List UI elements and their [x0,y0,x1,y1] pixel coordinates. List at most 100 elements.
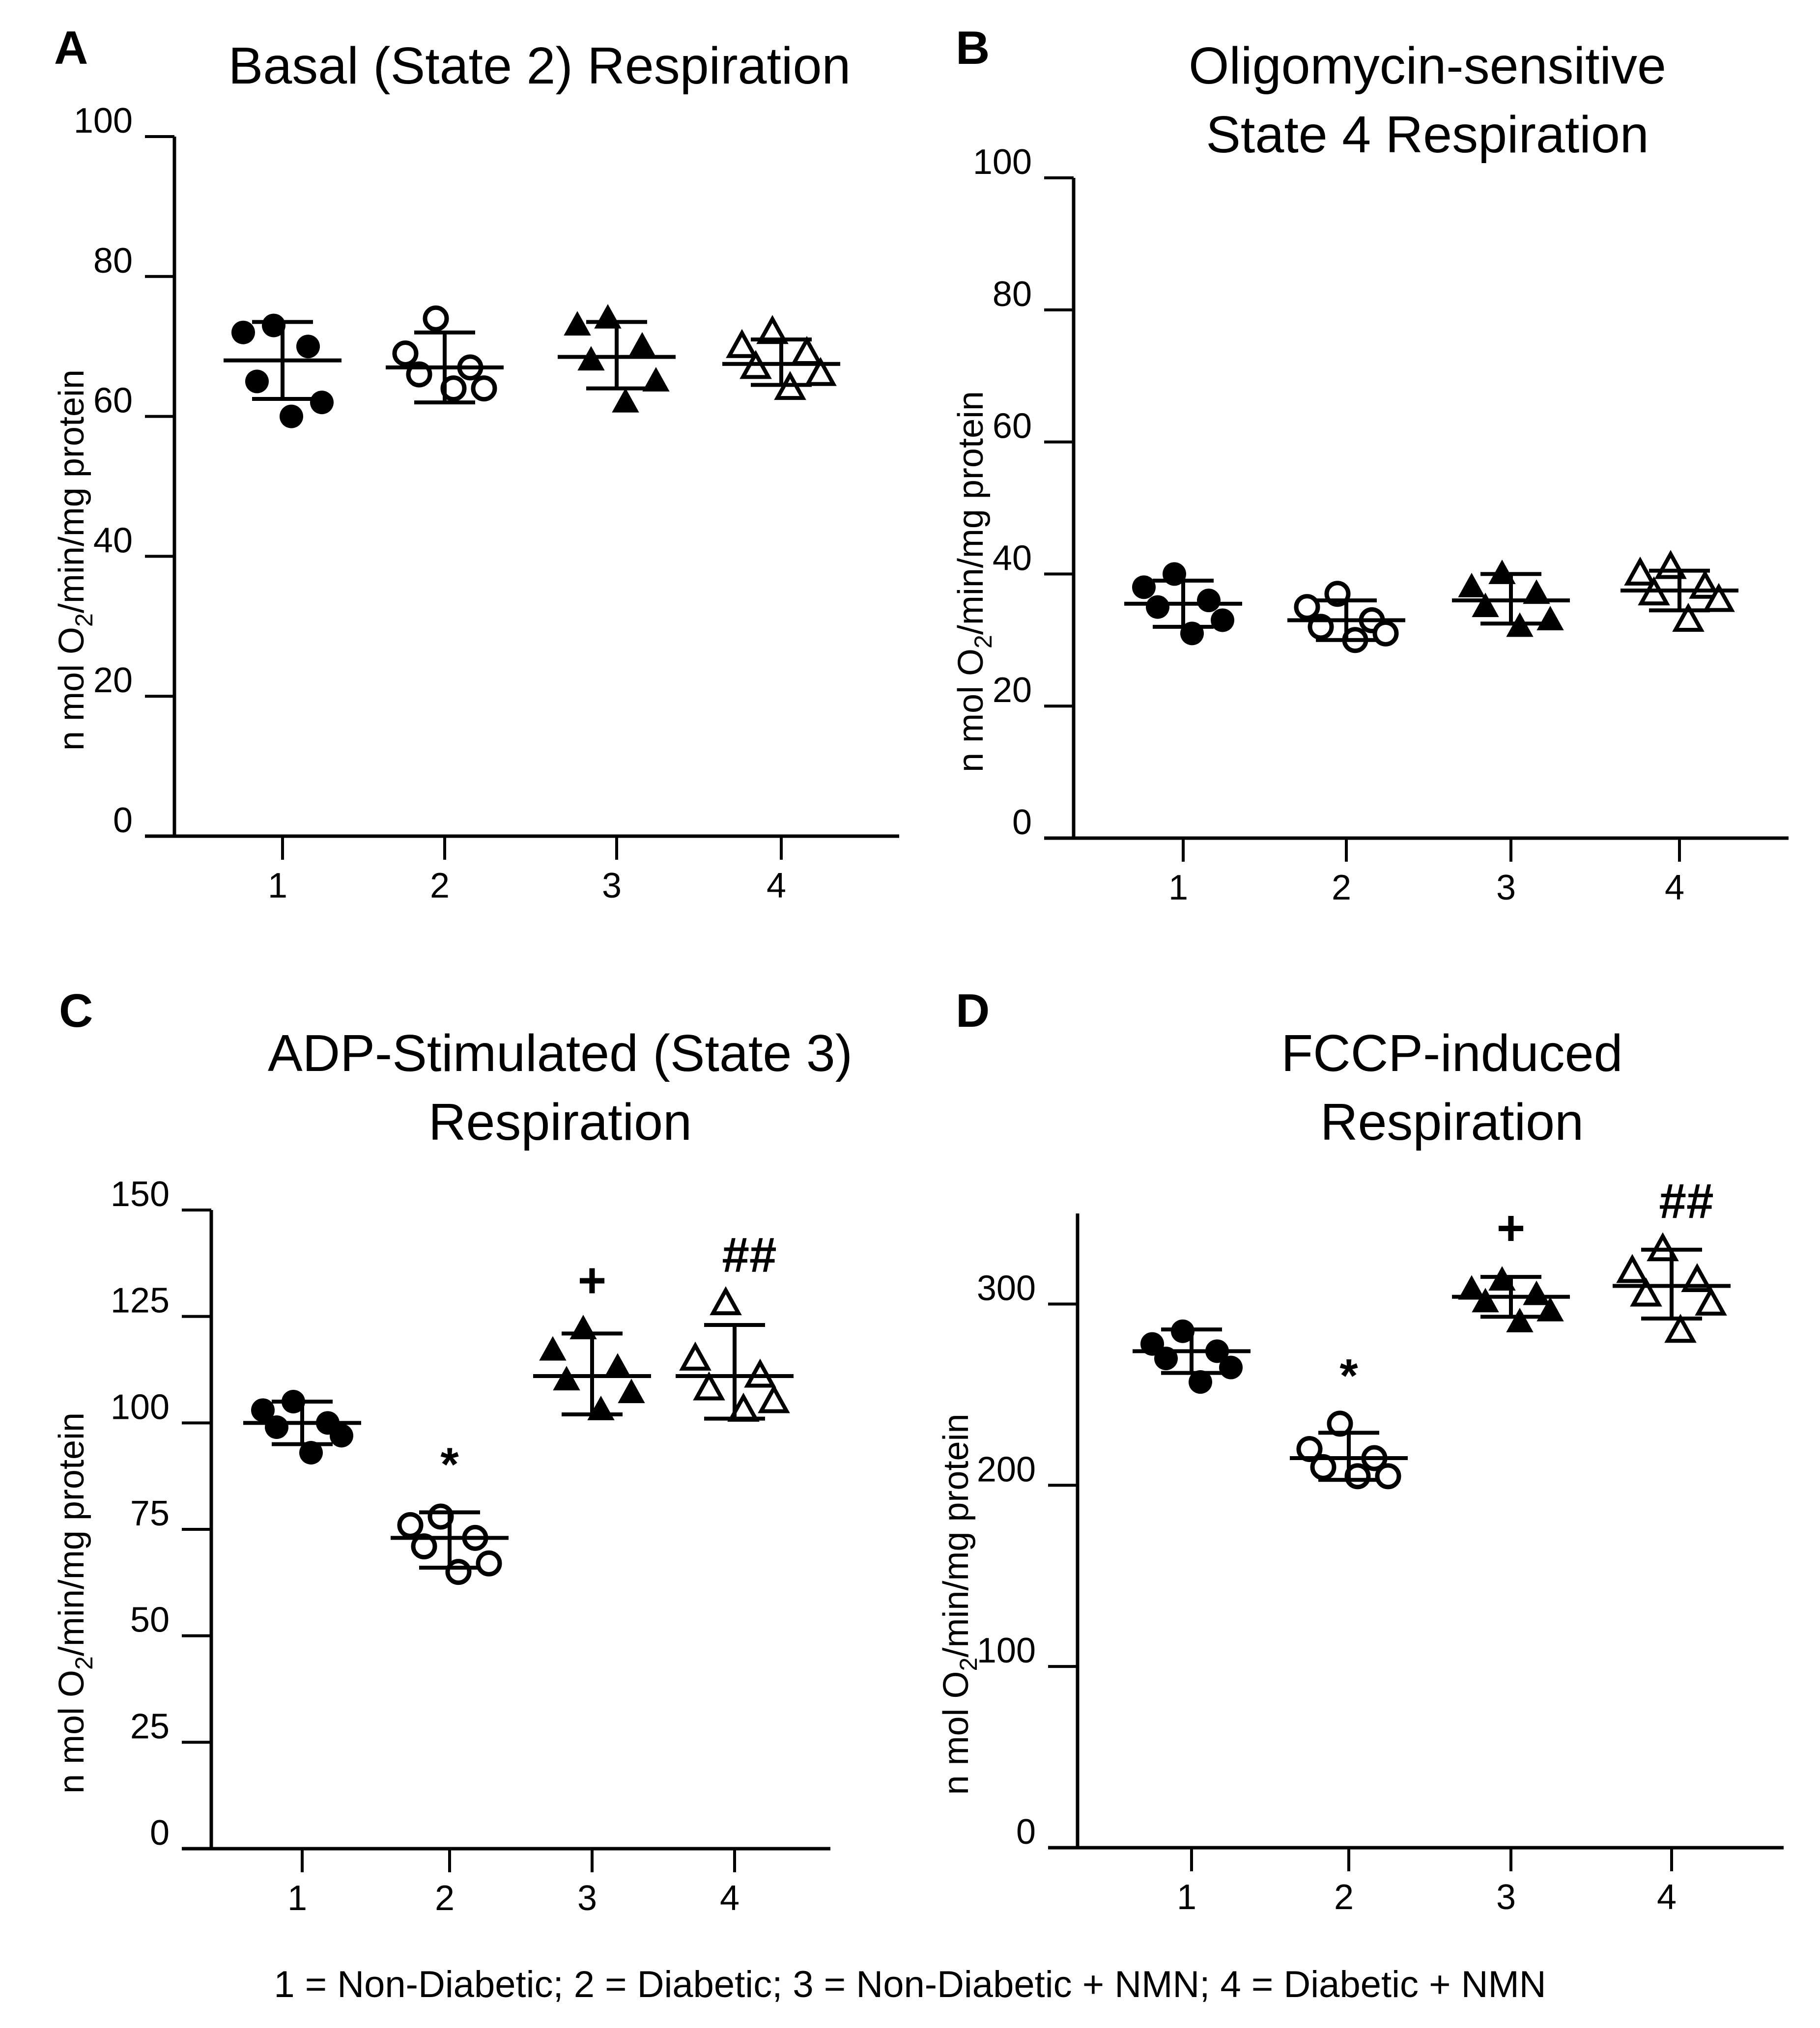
significance-annotation: + [578,1253,606,1308]
data-point [1472,1288,1499,1313]
data-point [330,1424,353,1448]
panel-label: A [54,22,88,74]
panel-c: C ADP-Stimulated (State 3) Respiration 0 25 5… [52,985,853,1918]
data-group-3: + [533,1253,651,1420]
chart-title: FCCP-induced [1281,1024,1622,1082]
data-point [1211,608,1234,632]
data-point [1219,1355,1243,1380]
x-tick-label: 3 [1496,1878,1516,1917]
data-point [1695,1286,1727,1316]
x-tick-label: 3 [577,1879,597,1918]
y-tick-label: 150 [111,1175,170,1214]
significance-annotation: + [1497,1201,1525,1256]
y-tick-label: 40 [993,538,1032,578]
data-point [1375,1463,1401,1490]
y-tick-label: 0 [1016,1812,1036,1852]
y-tick-label: 60 [93,381,133,421]
chart-title: ADP-Stimulated (State 3) [268,1024,853,1082]
panel-label: D [956,985,990,1037]
x-tick-label: 1 [1177,1878,1196,1917]
y-tick-label: 0 [150,1813,170,1853]
data-group-2 [386,305,504,405]
data-point [411,1533,437,1560]
data-point [679,1341,711,1371]
group-legend-caption: 1 = Non-Diabetic; 2 = Diabetic; 3 = Non-… [274,1964,1546,2005]
data-group-4 [1621,550,1738,632]
chart-title: Oligomycin-sensitive [1189,37,1666,95]
y-tick-label: 0 [113,801,133,840]
data-group-4 [722,315,840,400]
chart-title: Basal (State 2) Respiration [228,37,851,95]
chart-title: Respiration [1320,1093,1584,1151]
data-point [1523,1280,1550,1305]
data-point [1664,1314,1697,1343]
x-tick-label: 2 [1334,1878,1354,1917]
x-tick-label: 2 [430,866,450,905]
data-group-1 [224,313,341,428]
data-point [710,1286,742,1316]
data-group-4: ## [676,1228,794,1422]
data-point [791,336,823,365]
y-tick-label: 75 [130,1494,170,1533]
data-point [280,404,303,428]
data-point [476,1550,502,1577]
panel-label: C [59,985,93,1037]
data-group-1 [1133,1319,1251,1394]
data-point [604,1353,631,1378]
data-point [1616,1254,1649,1283]
y-tick-label: 0 [1012,803,1032,842]
data-point [245,369,269,394]
data-point [1506,1307,1534,1332]
x-tick-label: 4 [1657,1878,1677,1917]
data-point [693,1371,725,1401]
y-tick-label: 60 [993,407,1032,446]
x-tick-label: 4 [767,866,786,905]
x-tick-label: 4 [1665,868,1684,907]
data-point [1672,602,1705,632]
data-point [1294,594,1320,620]
data-point [642,367,670,392]
x-tick-label: 2 [435,1879,455,1918]
data-group-2: * [1290,1350,1408,1490]
data-point [251,1398,275,1422]
y-tick-label: 125 [111,1281,170,1321]
y-tick-label: 100 [973,142,1032,182]
x-tick-label: 1 [287,1879,307,1918]
y-tick-label: 100 [111,1387,170,1427]
y-axis-label: n mol O2/min/mg protein [937,1413,982,1795]
chart-title: Respiration [428,1093,692,1151]
data-group-1 [1124,562,1242,646]
data-group-3 [558,304,676,413]
significance-annotation: * [440,1438,459,1491]
data-point [231,320,255,344]
y-axis-label: n mol O2/min/mg protein [52,1412,98,1794]
panel-b: B Oligomycin-sensitive State 4 Respiration… [951,22,1789,907]
data-point [397,1512,424,1538]
data-group-1 [243,1390,361,1465]
data-point [296,335,320,359]
y-tick-label: 200 [977,1450,1036,1489]
data-group-2: * [391,1438,509,1585]
x-tick-label: 1 [1168,868,1188,907]
panel-d: D FCCP-induced Respiration 0 100 200 300 n mol … [937,985,1784,1917]
data-point [804,357,837,386]
y-tick-label: 25 [130,1707,170,1746]
data-point [262,313,285,338]
significance-annotation: ## [1659,1174,1713,1229]
data-point [265,1415,288,1439]
data-point [1703,583,1735,612]
y-tick-label: 40 [93,521,133,560]
chart-title: State 4 Respiration [1206,106,1649,164]
data-point [423,305,449,332]
x-tick-label: 3 [1496,868,1516,907]
data-point [618,1379,645,1404]
data-point [1536,606,1564,630]
y-tick-label: 20 [93,661,133,700]
data-point [564,311,591,336]
data-point [1472,592,1499,618]
data-point [1189,1370,1212,1394]
data-group-3: + [1452,1201,1570,1332]
data-group-3 [1452,560,1570,637]
data-point [299,1441,323,1465]
